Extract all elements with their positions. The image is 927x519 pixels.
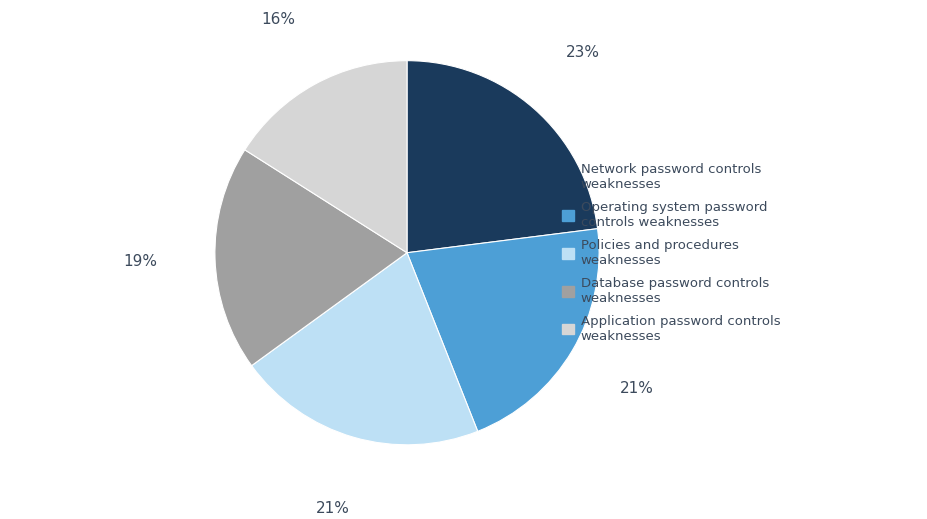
Text: 21%: 21% [316, 501, 349, 516]
Wedge shape [407, 229, 599, 431]
Text: 23%: 23% [566, 45, 601, 60]
Text: 21%: 21% [619, 381, 654, 396]
Text: 16%: 16% [261, 11, 296, 26]
Text: 19%: 19% [123, 254, 158, 269]
Wedge shape [215, 150, 407, 366]
Wedge shape [407, 61, 598, 253]
Wedge shape [245, 61, 407, 253]
Wedge shape [251, 253, 477, 445]
Legend: Network password controls
weaknesses, Operating system password
controls weaknes: Network password controls weaknesses, Op… [557, 158, 785, 348]
